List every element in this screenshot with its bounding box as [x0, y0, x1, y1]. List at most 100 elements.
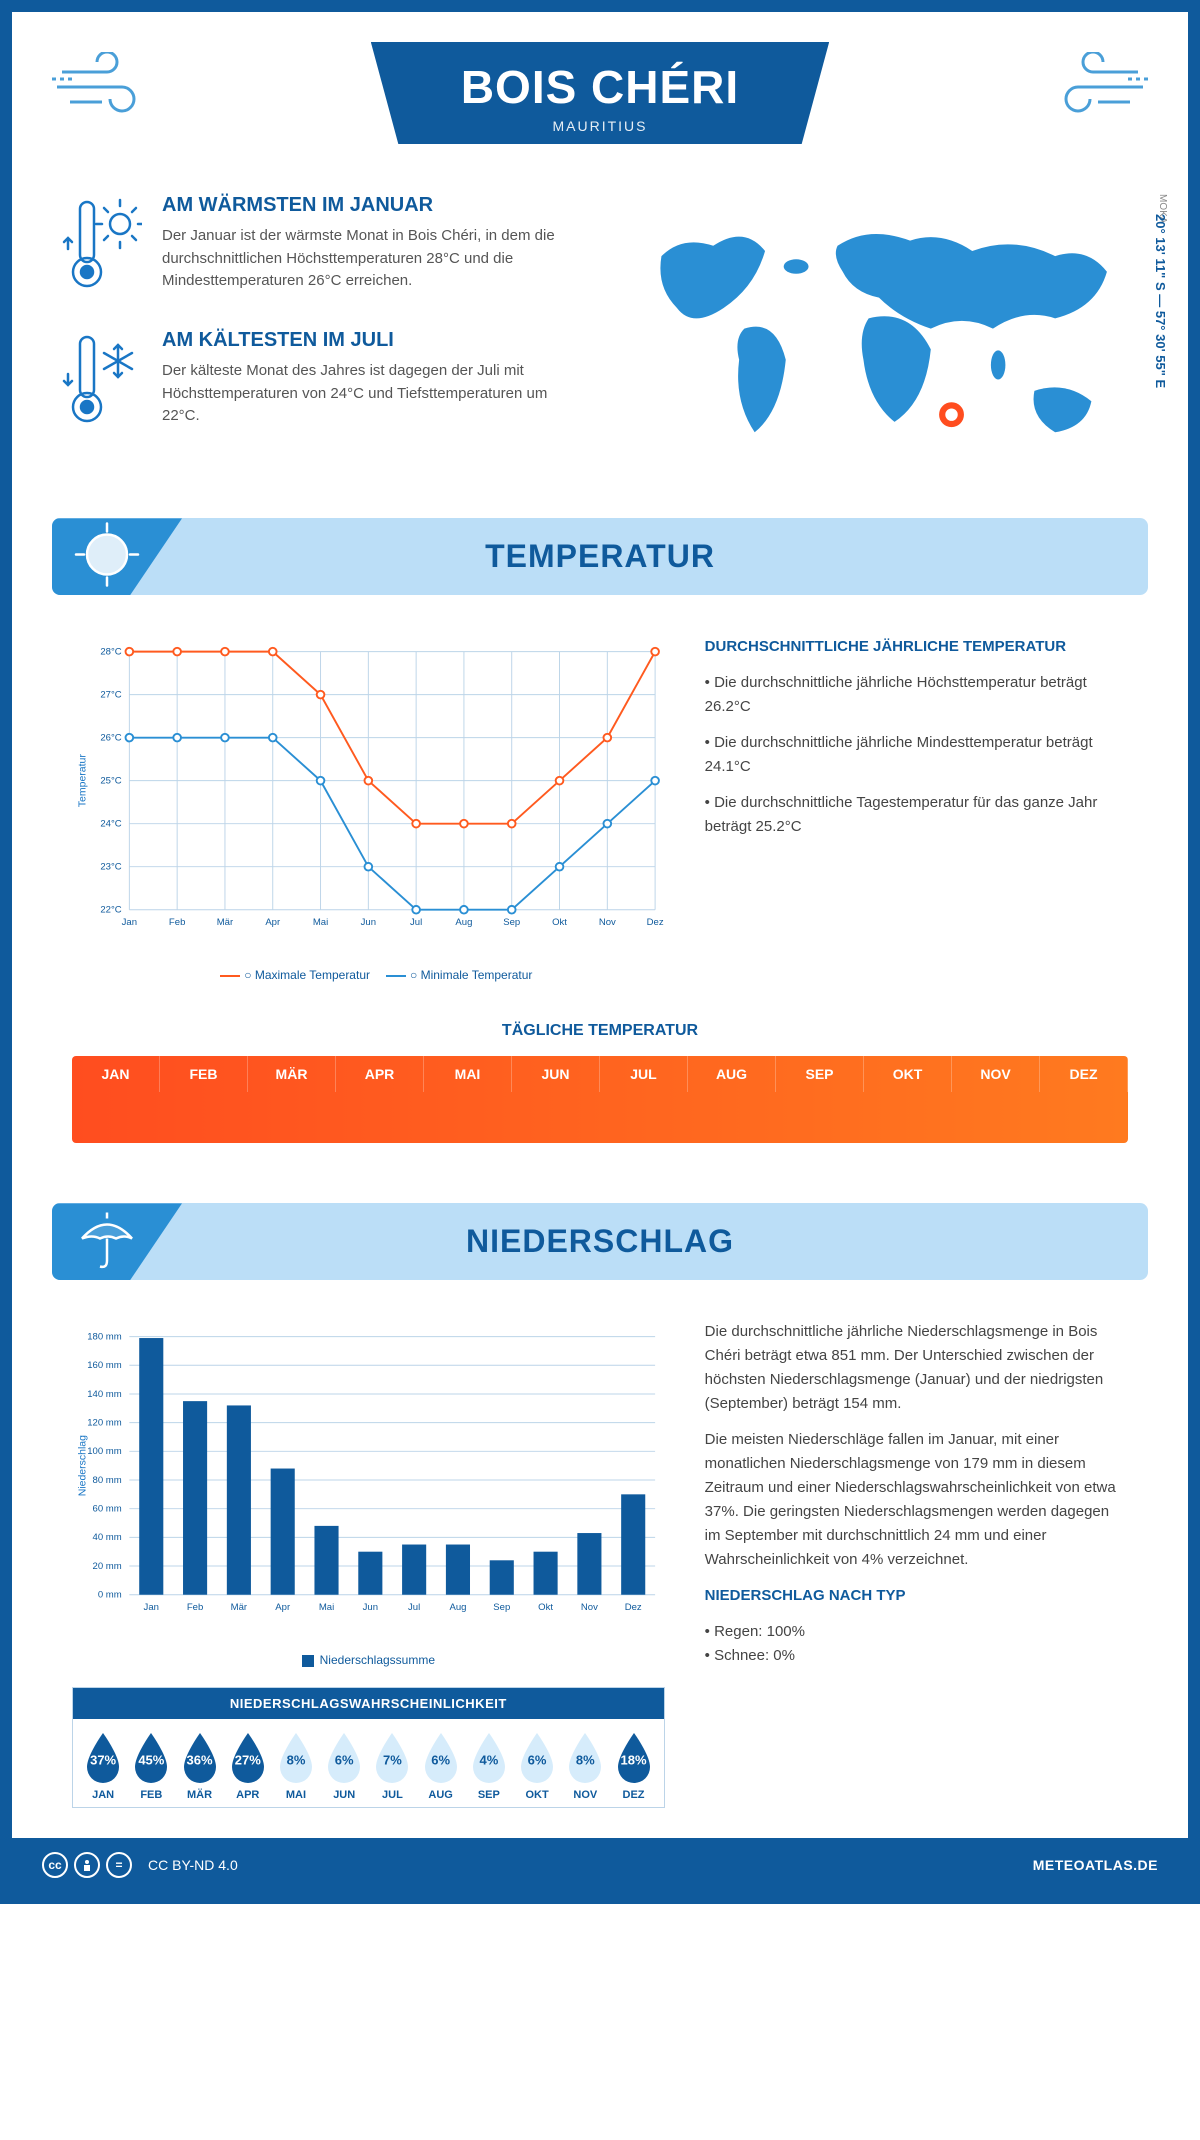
daily-temp-title: TÄGLICHE TEMPERATUR: [72, 1022, 1128, 1040]
probability-cell: 8% NOV: [561, 1731, 609, 1801]
precip-bar-chart: 0 mm20 mm40 mm60 mm80 mm100 mm120 mm140 …: [72, 1320, 665, 1808]
svg-text:27°C: 27°C: [100, 690, 121, 701]
precip-title: NIEDERSCHLAG: [82, 1223, 1118, 1260]
section-header-precip: NIEDERSCHLAG: [52, 1203, 1148, 1280]
svg-text:Sep: Sep: [503, 917, 520, 928]
fact-cold-title: AM KÄLTESTEN IM JULI: [162, 329, 580, 352]
svg-text:Jun: Jun: [363, 1602, 378, 1613]
svg-text:Feb: Feb: [187, 1602, 203, 1613]
svg-text:23°C: 23°C: [100, 862, 121, 873]
intro-row: AM WÄRMSTEN IM JANUAR Der Januar ist der…: [12, 164, 1188, 498]
svg-text:140 mm: 140 mm: [87, 1389, 122, 1400]
drop-icon: 18%: [613, 1731, 655, 1783]
svg-text:Temperatur: Temperatur: [76, 754, 88, 808]
title-banner: BOIS CHÉRI MAURITIUS: [371, 42, 829, 144]
probability-cell: 6% OKT: [513, 1731, 561, 1801]
svg-text:24°C: 24°C: [100, 819, 121, 830]
svg-text:22°C: 22°C: [100, 905, 121, 916]
drop-icon: 36%: [179, 1731, 221, 1783]
fact-warm-title: AM WÄRMSTEN IM JANUAR: [162, 194, 580, 217]
daily-temp-table: TÄGLICHE TEMPERATUR JANFEBMÄRAPRMAIJUNJU…: [12, 1012, 1188, 1183]
svg-text:Aug: Aug: [449, 1602, 466, 1613]
svg-text:40 mm: 40 mm: [93, 1533, 122, 1544]
drop-icon: 37%: [82, 1731, 124, 1783]
probability-cell: 45% FEB: [127, 1731, 175, 1801]
table-header: JAN: [72, 1056, 160, 1143]
temperature-summary: DURCHSCHNITTLICHE JÄHRLICHE TEMPERATUR •…: [705, 635, 1128, 982]
drop-icon: 8%: [564, 1731, 606, 1783]
svg-text:Okt: Okt: [552, 917, 567, 928]
precip-type-bullet: • Regen: 100%: [705, 1620, 1128, 1644]
page-title: BOIS CHÉRI: [461, 60, 739, 114]
table-header: FEB: [160, 1056, 248, 1143]
precip-p1: Die durchschnittliche jährliche Niedersc…: [705, 1320, 1128, 1416]
drop-icon: 7%: [371, 1731, 413, 1783]
probability-cell: 36% MÄR: [175, 1731, 223, 1801]
wind-icon: [52, 52, 162, 127]
table-header: DEZ: [1040, 1056, 1128, 1143]
table-header: AUG: [688, 1056, 776, 1143]
svg-text:Dez: Dez: [647, 917, 664, 928]
chart-legend: ○ Maximale Temperatur○ Minimale Temperat…: [72, 968, 665, 982]
probability-cell: 37% JAN: [79, 1731, 127, 1801]
svg-text:Apr: Apr: [275, 1602, 291, 1613]
nd-icon: =: [106, 1852, 132, 1878]
svg-text:26°C: 26°C: [100, 733, 121, 744]
world-map: [620, 194, 1138, 463]
svg-text:Dez: Dez: [625, 1602, 642, 1613]
precip-p2: Die meisten Niederschläge fallen im Janu…: [705, 1428, 1128, 1572]
footer: cc = CC BY-ND 4.0 METEOATLAS.DE: [12, 1838, 1188, 1892]
svg-text:0 mm: 0 mm: [98, 1590, 122, 1601]
drop-icon: 8%: [275, 1731, 317, 1783]
probability-cell: 4% SEP: [465, 1731, 513, 1801]
table-header: OKT: [864, 1056, 952, 1143]
svg-text:180 mm: 180 mm: [87, 1332, 122, 1343]
svg-text:Nov: Nov: [599, 917, 616, 928]
drop-icon: 4%: [468, 1731, 510, 1783]
page-subtitle: MAURITIUS: [461, 118, 739, 134]
probability-cell: 18% DEZ: [609, 1731, 657, 1801]
svg-text:Jan: Jan: [144, 1602, 159, 1613]
temperature-title: TEMPERATUR: [82, 538, 1118, 575]
precip-type-title: NIEDERSCHLAG NACH TYP: [705, 1584, 1128, 1608]
cc-icon: cc: [42, 1852, 68, 1878]
svg-text:60 mm: 60 mm: [93, 1504, 122, 1515]
probability-cell: 6% AUG: [417, 1731, 465, 1801]
svg-text:Mai: Mai: [319, 1602, 334, 1613]
probability-cell: 6% JUN: [320, 1731, 368, 1801]
site-name: METEOATLAS.DE: [1033, 1857, 1158, 1873]
svg-text:Feb: Feb: [169, 917, 185, 928]
drop-icon: 27%: [227, 1731, 269, 1783]
svg-text:Aug: Aug: [455, 917, 472, 928]
svg-text:Mai: Mai: [313, 917, 328, 928]
wind-icon: [1038, 52, 1148, 127]
world-map-block: MOKA 20° 13' 11" S — 57° 30' 55" E: [620, 194, 1138, 468]
svg-text:Jun: Jun: [361, 917, 376, 928]
summary-title: DURCHSCHNITTLICHE JÄHRLICHE TEMPERATUR: [705, 635, 1128, 659]
fact-coldest: AM KÄLTESTEN IM JULI Der kälteste Monat …: [62, 329, 580, 434]
license-text: CC BY-ND 4.0: [148, 1857, 238, 1873]
umbrella-icon: [72, 1204, 142, 1279]
table-header: MÄR: [248, 1056, 336, 1143]
table-header: MAI: [424, 1056, 512, 1143]
precip-prob-title: NIEDERSCHLAGSWAHRSCHEINLICHKEIT: [73, 1688, 664, 1719]
drop-icon: 6%: [323, 1731, 365, 1783]
svg-text:28°C: 28°C: [100, 647, 121, 658]
svg-text:Mär: Mär: [217, 917, 234, 928]
sun-icon: [72, 519, 142, 594]
table-header: APR: [336, 1056, 424, 1143]
svg-text:Jan: Jan: [122, 917, 137, 928]
table-header: SEP: [776, 1056, 864, 1143]
header: BOIS CHÉRI MAURITIUS: [12, 12, 1188, 164]
probability-cell: 8% MAI: [272, 1731, 320, 1801]
svg-text:20 mm: 20 mm: [93, 1561, 122, 1572]
thermometer-sun-icon: [62, 194, 142, 299]
probability-cell: 7% JUL: [368, 1731, 416, 1801]
thermometer-snow-icon: [62, 329, 142, 434]
temperature-line-chart: 22°C23°C24°C25°C26°C27°C28°CJanFebMärApr…: [72, 635, 665, 982]
summary-bullet: • Die durchschnittliche jährliche Höchst…: [705, 671, 1128, 719]
svg-text:Mär: Mär: [231, 1602, 248, 1613]
svg-text:Apr: Apr: [265, 917, 281, 928]
svg-text:Jul: Jul: [408, 1602, 420, 1613]
table-header: JUL: [600, 1056, 688, 1143]
